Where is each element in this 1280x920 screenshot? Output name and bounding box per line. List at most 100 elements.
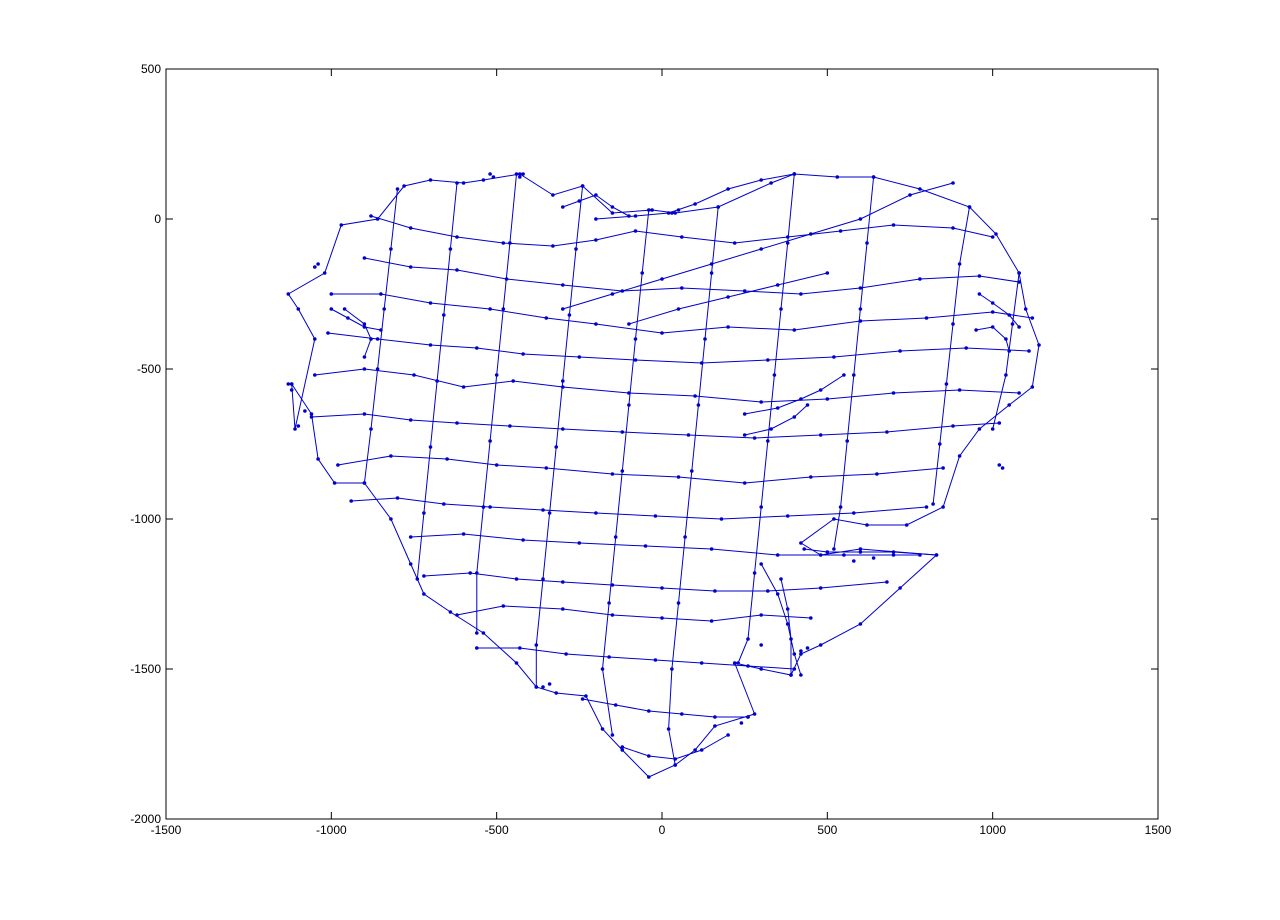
- network-path-7-point-10: [898, 349, 902, 353]
- network-path-3-point-4: [643, 544, 648, 548]
- network-path-21-point-0: [871, 175, 876, 179]
- network-outline-point-63: [389, 517, 393, 521]
- network-path-6-point-1: [408, 265, 413, 269]
- network-path-18-point-6: [607, 601, 611, 605]
- network-path-2-point-9: [875, 472, 879, 476]
- network-outline-point-10: [461, 181, 466, 185]
- network-outline-point-68: [289, 382, 294, 386]
- network-path-9-point-0: [349, 499, 354, 503]
- network-outline-point-66: [316, 457, 320, 461]
- network-path-5-point-8: [732, 241, 737, 245]
- network-path-6-point-11: [977, 274, 982, 278]
- network-outline-point-56: [554, 691, 558, 695]
- network-path-10-point-7: [766, 589, 770, 593]
- network-path-4-point-2: [561, 607, 565, 611]
- network-node-1: [1000, 466, 1005, 470]
- network-node-17: [805, 646, 810, 650]
- network-path-5-point-5: [594, 238, 598, 242]
- network-node-13: [871, 556, 876, 560]
- network-outline-point-43: [818, 643, 823, 647]
- network-outline-point-6: [339, 223, 344, 227]
- network-path-14-point-1: [389, 247, 393, 251]
- network-node-10: [521, 172, 525, 176]
- network-path-18-point-4: [620, 469, 625, 473]
- network-path-11-point-7: [792, 667, 797, 671]
- network-outline-point-46: [759, 667, 763, 671]
- network-path-7-point-12: [1027, 349, 1031, 353]
- network-path-23-point-2: [1004, 373, 1008, 377]
- network-path-0-point-2: [428, 301, 433, 305]
- network-outline-point-13: [551, 193, 555, 197]
- network-path-4-point-0: [455, 613, 459, 617]
- network-node-7: [313, 265, 317, 269]
- network-path-9-point-7: [719, 517, 724, 521]
- network-outline-point-31: [977, 427, 982, 431]
- network-path-9-point-8: [785, 514, 790, 518]
- network-path-3-point-2: [521, 538, 525, 542]
- network-path-33-point-2: [362, 325, 367, 329]
- network-path-30-point-0: [779, 577, 783, 581]
- network-outline-point-62: [408, 562, 413, 566]
- network-outline-point-52: [647, 775, 651, 779]
- network-path-27-point-0: [742, 412, 747, 416]
- network-path-5-point-11: [891, 223, 896, 227]
- network-path-6-point-10: [918, 277, 922, 281]
- network-path-16-point-2: [501, 307, 506, 311]
- network-path-25-point-0: [594, 217, 598, 221]
- network-path-1-point-3: [461, 385, 466, 389]
- network-path-22-point-2: [951, 322, 955, 326]
- network-path-18-point-7: [600, 667, 605, 671]
- network-path-18-point-8: [610, 733, 615, 737]
- network-path-1-point-0: [313, 373, 317, 377]
- data-layer: [286, 172, 1041, 779]
- network-path-1-point-1: [362, 367, 367, 371]
- network-path-22-point-0: [967, 205, 972, 209]
- network-path-13-point-4: [726, 733, 730, 737]
- network-path-22-point-3: [944, 382, 949, 386]
- network-outline-point-42: [858, 622, 863, 626]
- network-outline-point-37: [799, 541, 803, 545]
- network-path-12: [582, 698, 748, 718]
- network-outline-point-59: [481, 631, 486, 635]
- y-tick-label-5: -2000: [130, 812, 161, 826]
- network-path-8-point-8: [752, 436, 757, 440]
- network-path-5-point-7: [680, 235, 684, 239]
- network-path-0-point-8: [792, 328, 797, 332]
- network-path-8-point-6: [620, 430, 625, 434]
- network-node-15: [759, 643, 763, 647]
- network-path-19-point-9: [673, 763, 677, 767]
- network-path-32-point-0: [342, 307, 347, 311]
- network-node-4: [286, 382, 291, 386]
- network-outline-point-39: [858, 547, 863, 551]
- network-path-8-point-5: [561, 427, 565, 431]
- network-path-15-point-4: [428, 445, 433, 449]
- network-outline-point-11: [481, 178, 486, 182]
- network-node-9: [491, 175, 496, 179]
- x-tick-label-2: -500: [485, 823, 509, 837]
- network-node-12: [852, 559, 856, 563]
- network-path-32: [344, 308, 372, 358]
- network-path-5: [370, 215, 993, 247]
- network-outline-point-32: [957, 454, 962, 458]
- network-outline-point-30: [1007, 403, 1011, 407]
- network-outline-point-34: [904, 523, 909, 527]
- network-path-26-point-0: [627, 322, 631, 326]
- network-path-16-point-1: [508, 241, 512, 245]
- network-path-26-point-2: [726, 295, 730, 299]
- network-path-35: [976, 326, 1010, 352]
- network-path-24-point-4: [759, 247, 763, 251]
- network-path-2-point-10: [941, 466, 945, 470]
- network-path-21-point-4: [845, 439, 849, 443]
- network-path-0-point-1: [379, 292, 383, 296]
- network-path-14-point-2: [382, 307, 387, 311]
- network-path-36-point-0: [561, 205, 565, 209]
- network-path-19-point-3: [696, 403, 701, 407]
- network-path-16-point-3: [494, 373, 499, 377]
- network-path-33: [331, 308, 381, 331]
- network-path-10-point-3: [561, 580, 565, 584]
- network-node-20: [739, 721, 744, 725]
- network-path-8-point-7: [686, 433, 691, 437]
- network-path-4-point-5: [709, 619, 714, 623]
- network-outline-point-16: [650, 208, 654, 212]
